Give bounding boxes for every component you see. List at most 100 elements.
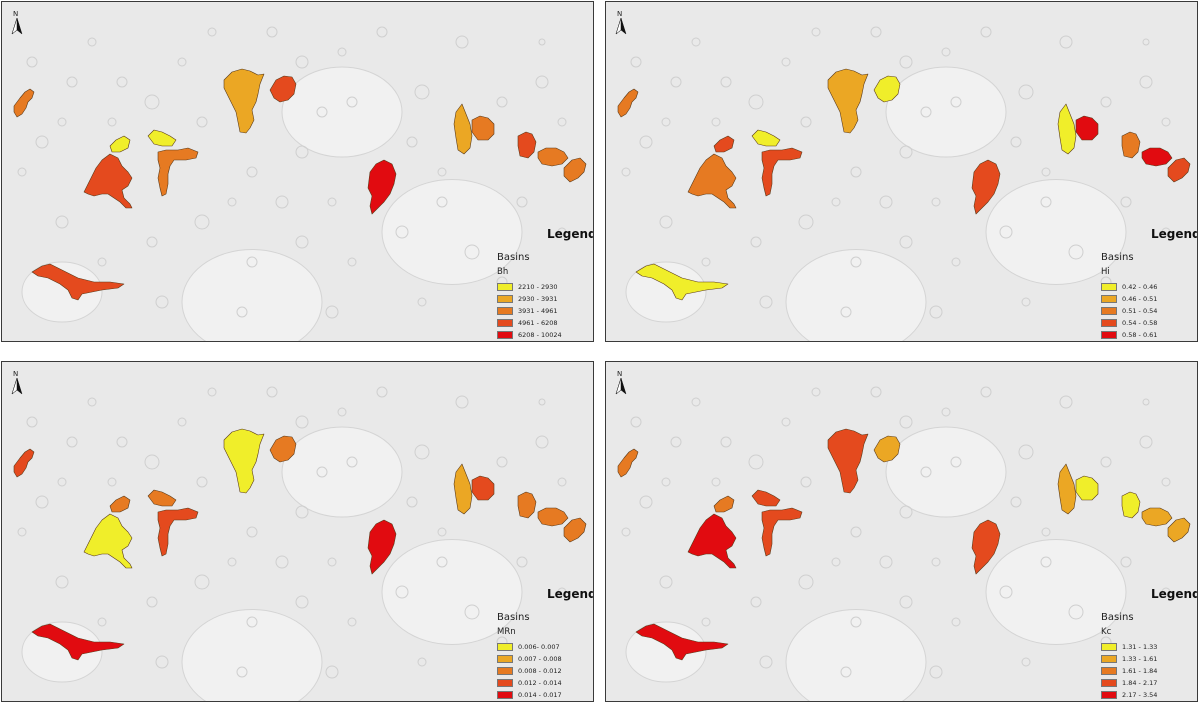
basin-east-c[interactable]: [517, 491, 537, 519]
basin-center-north-large[interactable]: [223, 68, 265, 134]
basin-south[interactable]: [635, 263, 729, 301]
basin-central-west-long[interactable]: [761, 507, 803, 557]
basin-central-west-long[interactable]: [157, 507, 199, 557]
legend-class-list: 1.31 - 1.33 1.33 - 1.61 1.61 - 1.84 1.84 - …: [1101, 641, 1157, 701]
crater-mark: [1100, 456, 1112, 468]
crater-mark: [66, 436, 78, 448]
basin-east-c[interactable]: [517, 131, 537, 159]
crater-mark: [831, 557, 841, 567]
basin-nw-small[interactable]: [13, 88, 35, 118]
legend-layer-name: Basins: [497, 252, 530, 263]
basin-central-west-top[interactable]: [751, 129, 781, 147]
legend-class-item: 1.33 - 1.61: [1101, 653, 1157, 665]
basin-central-west-long[interactable]: [157, 147, 199, 197]
basin-west-small[interactable]: [713, 135, 735, 153]
basin-west-small[interactable]: [109, 135, 131, 153]
crater-mark: [557, 227, 567, 237]
basin-east-d[interactable]: [537, 147, 569, 167]
basin-east-a[interactable]: [1057, 103, 1077, 155]
crater-mark: [295, 145, 309, 159]
legend-field-name: MRn: [497, 627, 516, 637]
basin-east-b[interactable]: [471, 475, 495, 501]
crater-mark: [496, 456, 508, 468]
basin-south[interactable]: [31, 263, 125, 301]
basin-east-a[interactable]: [453, 103, 473, 155]
crater-mark: [630, 416, 642, 428]
basin-nw-small[interactable]: [617, 88, 639, 118]
basin-west-large[interactable]: [83, 153, 133, 209]
legend-class-label: 0.012 - 0.014: [518, 679, 562, 687]
legend-swatch: [497, 331, 513, 339]
impact-basin-feature: [281, 66, 403, 158]
basin-east-d[interactable]: [1141, 507, 1173, 527]
legend-swatch: [497, 319, 513, 327]
basin-east-b[interactable]: [1075, 475, 1099, 501]
legend-swatch: [497, 643, 513, 651]
legend-swatch: [1101, 667, 1117, 675]
basin-central-east[interactable]: [971, 519, 1001, 575]
crater-mark: [246, 256, 258, 268]
basin-west-large[interactable]: [83, 513, 133, 569]
basin-center-north-large[interactable]: [827, 428, 869, 494]
crater-mark: [144, 454, 160, 470]
basin-central-west-top[interactable]: [147, 489, 177, 507]
basin-east-b[interactable]: [471, 115, 495, 141]
basin-center-north-large[interactable]: [827, 68, 869, 134]
basin-center-north-small[interactable]: [873, 75, 901, 103]
basin-west-large[interactable]: [687, 513, 737, 569]
crater-mark: [811, 387, 821, 397]
basin-central-east[interactable]: [971, 159, 1001, 215]
basin-central-east[interactable]: [367, 159, 397, 215]
crater-mark: [1010, 136, 1022, 148]
basin-nw-small[interactable]: [617, 448, 639, 478]
crater-mark: [177, 57, 187, 67]
crater-mark: [35, 135, 49, 149]
crater-mark: [87, 37, 97, 47]
legend-class-label: 0.007 - 0.008: [518, 655, 562, 663]
basin-east-c[interactable]: [1121, 491, 1141, 519]
basin-east-d[interactable]: [1141, 147, 1173, 167]
crater-mark: [295, 505, 309, 519]
basin-east-b[interactable]: [1075, 115, 1099, 141]
basin-west-small[interactable]: [713, 495, 735, 513]
impact-basin-feature: [281, 426, 403, 518]
legend: Legend Basins Bh 2210 - 2930 2930 - 3931 3931…: [497, 227, 593, 339]
crater-mark: [406, 496, 418, 508]
basin-south[interactable]: [31, 623, 125, 661]
basin-west-large[interactable]: [687, 153, 737, 209]
basin-south[interactable]: [635, 623, 729, 661]
basin-east-e[interactable]: [563, 157, 587, 183]
crater-mark: [17, 167, 27, 177]
basin-nw-small[interactable]: [13, 448, 35, 478]
crater-mark: [899, 595, 913, 609]
legend-class-item: 1.61 - 1.84: [1101, 665, 1157, 677]
legend-swatch: [1101, 283, 1117, 291]
basin-center-north-small[interactable]: [269, 75, 297, 103]
basin-central-west-top[interactable]: [751, 489, 781, 507]
crater-mark: [711, 477, 721, 487]
basin-center-north-large[interactable]: [223, 428, 265, 494]
basin-central-west-long[interactable]: [761, 147, 803, 197]
basin-east-a[interactable]: [453, 463, 473, 515]
legend-class-label: 1.84 - 2.17: [1122, 679, 1158, 687]
basin-east-c[interactable]: [1121, 131, 1141, 159]
crater-mark: [194, 574, 210, 590]
impact-basin-feature: [381, 539, 523, 645]
basin-central-west-top[interactable]: [147, 129, 177, 147]
legend-class-list: 0.006- 0.007 0.007 - 0.008 0.008 - 0.012 0.…: [497, 641, 562, 701]
basin-west-small[interactable]: [109, 495, 131, 513]
legend-class-label: 0.42 - 0.46: [1122, 283, 1158, 291]
legend-swatch: [497, 679, 513, 687]
basin-east-e[interactable]: [563, 517, 587, 543]
crater-mark: [879, 555, 893, 569]
crater-mark: [661, 117, 671, 127]
basin-east-e[interactable]: [1167, 157, 1191, 183]
basin-central-east[interactable]: [367, 519, 397, 575]
crater-mark: [1021, 297, 1031, 307]
basin-center-north-small[interactable]: [269, 435, 297, 463]
basin-east-a[interactable]: [1057, 463, 1077, 515]
basin-center-north-small[interactable]: [873, 435, 901, 463]
basin-east-d[interactable]: [537, 507, 569, 527]
basin-east-e[interactable]: [1167, 517, 1191, 543]
crater-mark: [1010, 496, 1022, 508]
